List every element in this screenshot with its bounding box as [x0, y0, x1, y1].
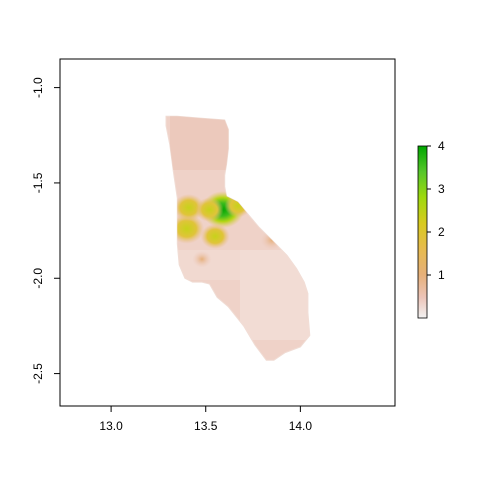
- hotspot-5: [195, 197, 224, 222]
- x-tick-label-3: 14.0: [289, 419, 313, 433]
- y-tick-label-1: -1.0: [31, 77, 45, 98]
- legend-tick-label-3: 3: [438, 182, 445, 196]
- legend-color-bar: [417, 145, 428, 319]
- hotspot-4: [200, 223, 230, 249]
- y-tick-label-2: -1.5: [31, 172, 45, 193]
- legend-tick-label-4: 4: [438, 139, 445, 153]
- legend-tick-label-2: 2: [438, 225, 445, 239]
- x-axis: 13.0 13.5 14.0: [99, 406, 312, 433]
- legend-ticks: 1 2 3 4: [427, 139, 445, 282]
- y-tick-label-4: -2.5: [31, 363, 45, 384]
- y-axis: -1.0 -1.5 -2.0 -2.5: [31, 77, 60, 384]
- y-tick-label-3: -2.0: [31, 268, 45, 289]
- hotspot-2: [169, 213, 205, 244]
- hotspot-layer: [169, 191, 284, 268]
- legend-tick-label-1: 1: [438, 268, 445, 282]
- x-tick-label-2: 13.5: [194, 419, 218, 433]
- color-legend: 1 2 3 4: [417, 139, 445, 319]
- hotspot-8: [192, 250, 212, 268]
- plot-frame: [59, 58, 396, 407]
- x-tick-label-1: 13.0: [99, 419, 123, 433]
